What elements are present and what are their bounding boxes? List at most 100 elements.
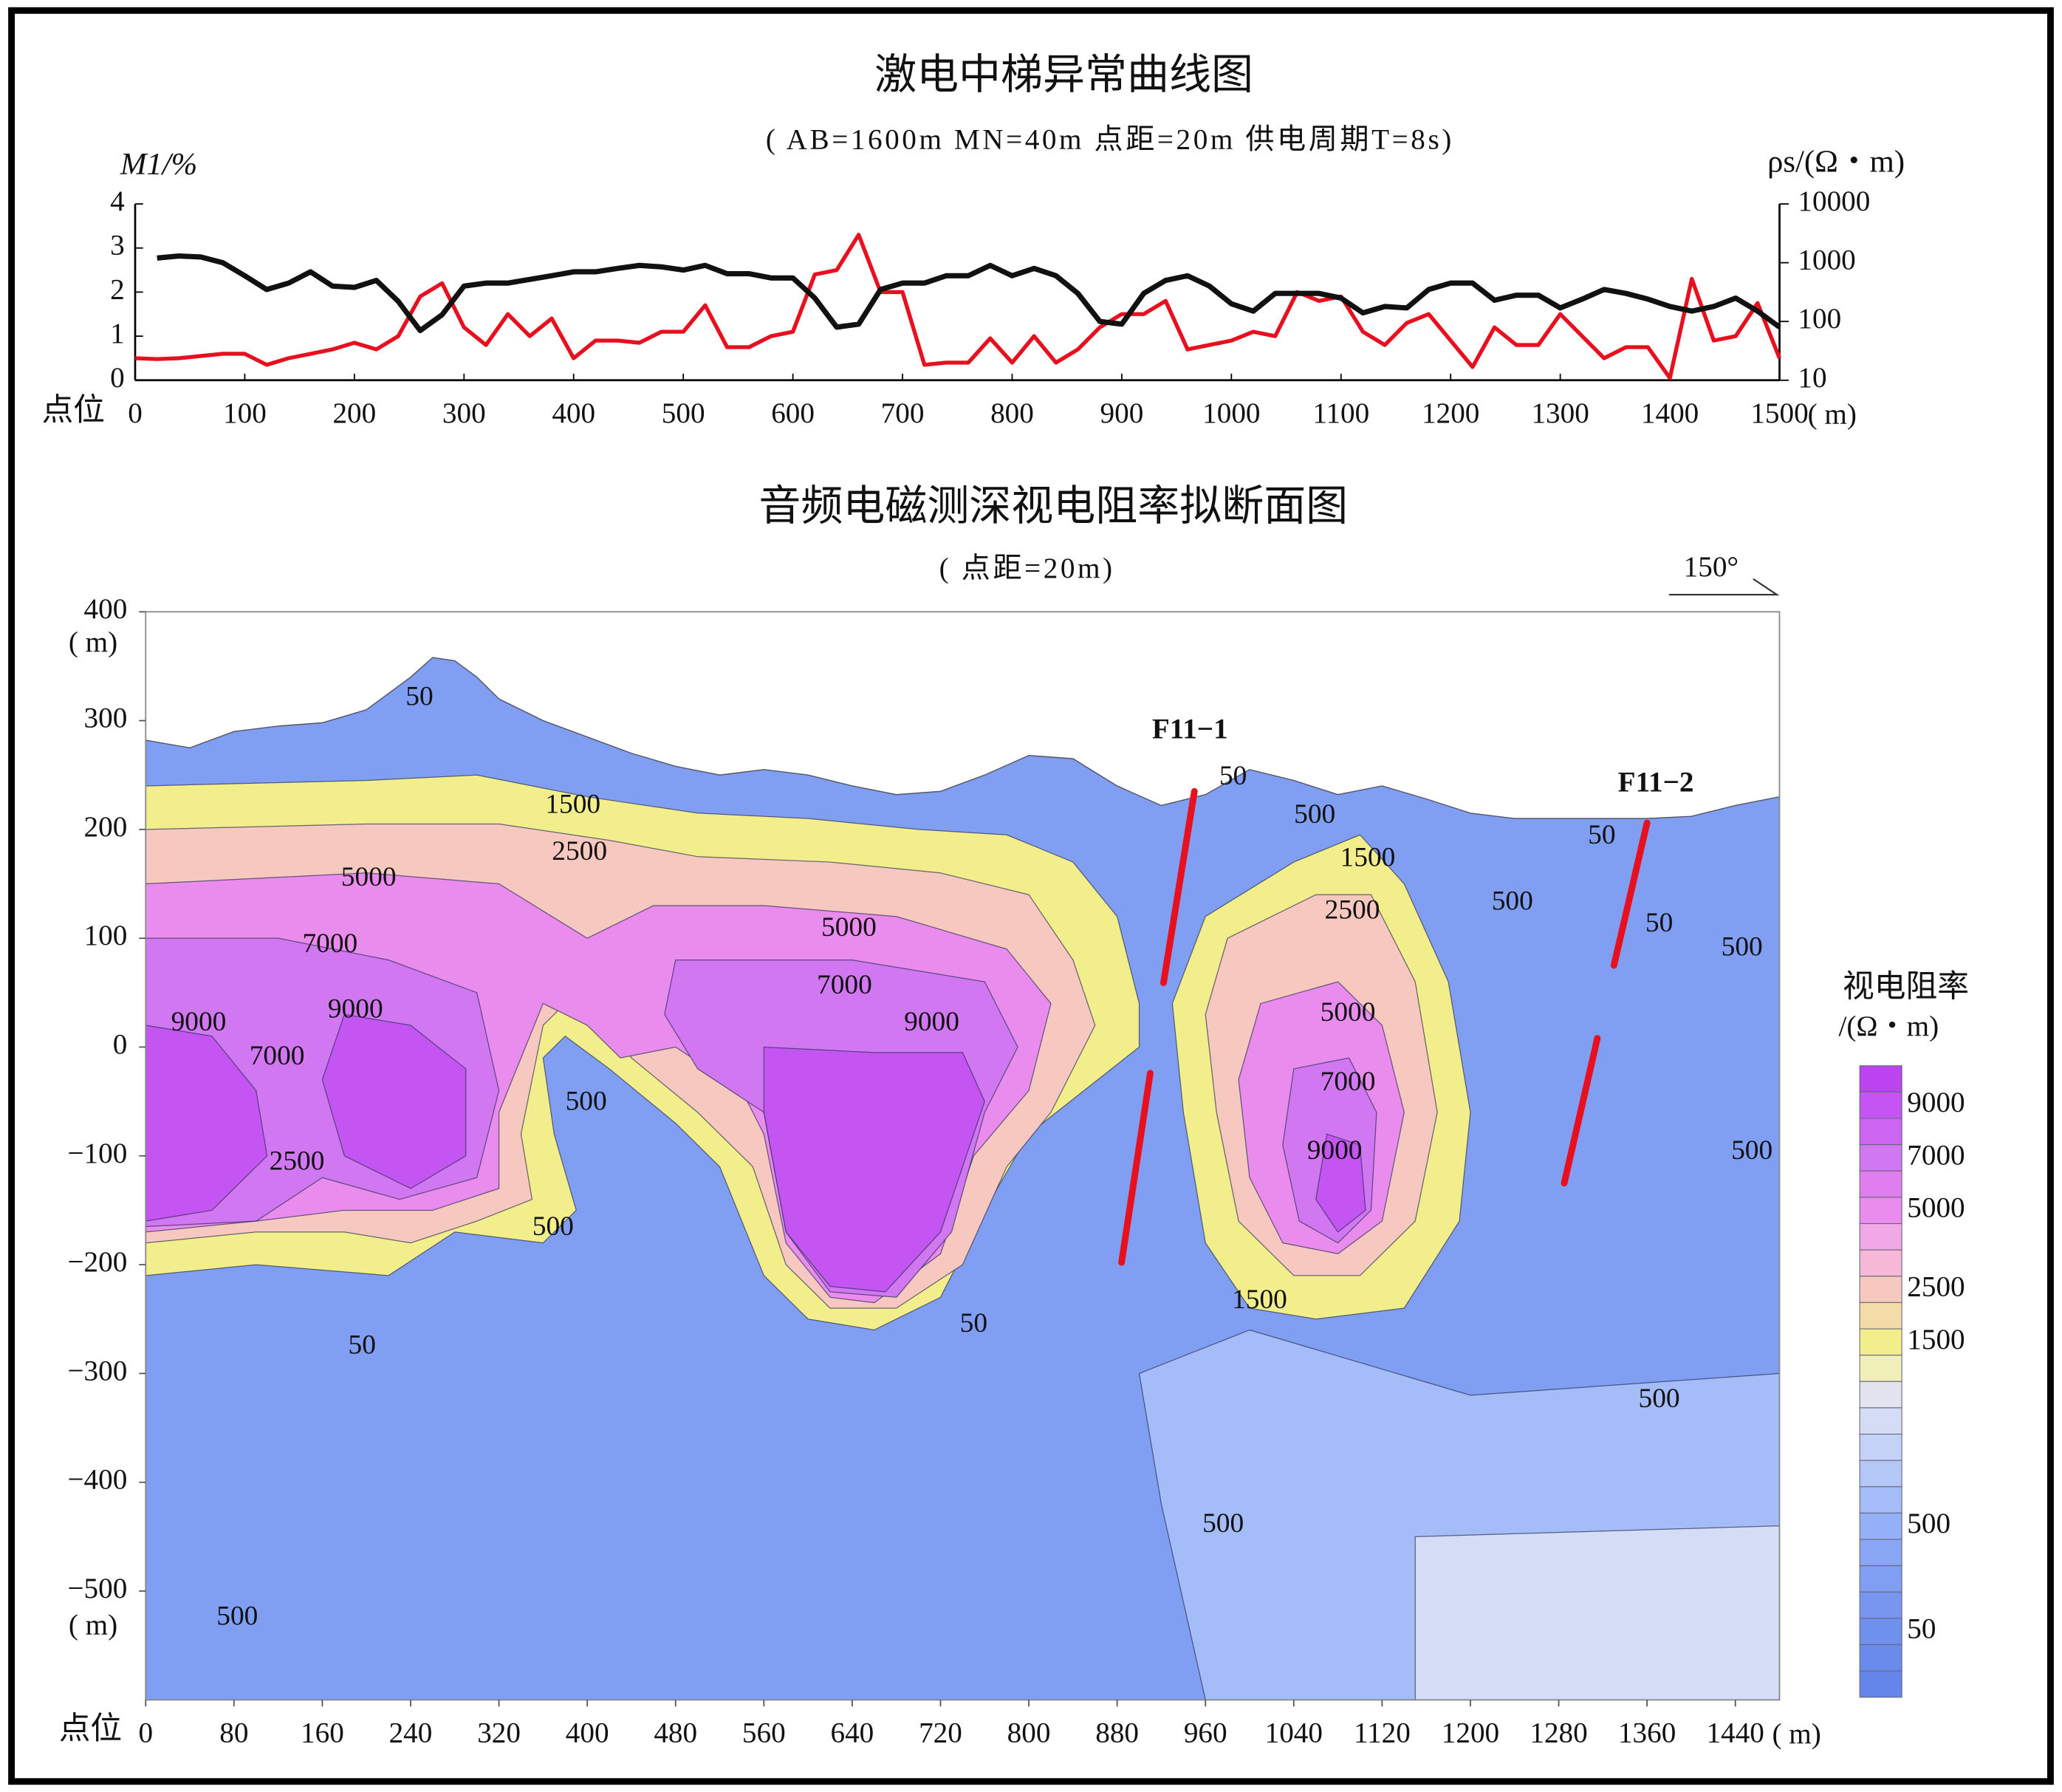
- x-tick-label: 960: [1184, 1717, 1227, 1748]
- y-tick-label: −100: [67, 1138, 127, 1169]
- x-tick-label: 800: [990, 397, 1034, 429]
- y-tick-label: 2: [110, 273, 125, 305]
- x-tick-label: 600: [771, 397, 815, 429]
- direction-label: 150°: [1684, 551, 1739, 583]
- contour-label: 9000: [1307, 1135, 1363, 1166]
- chart-title: 音频电磁测深视电阻率拟断面图: [758, 483, 1348, 530]
- fault-line: [1118, 1070, 1154, 1266]
- contour-label: 50: [405, 682, 433, 712]
- contour-label: 500: [1722, 931, 1763, 962]
- contour-label: 500: [1294, 799, 1335, 830]
- section: [145, 657, 1780, 1700]
- colorbar-band: [1859, 1591, 1902, 1619]
- x-axis-label: 点位: [42, 392, 105, 428]
- x-tick-label: 500: [662, 397, 705, 429]
- colorbar-band: [1859, 1381, 1902, 1409]
- direction-arrow: [1668, 578, 1780, 596]
- x-tick-label: 1300: [1531, 397, 1589, 429]
- y-tick-label: 0: [110, 362, 125, 394]
- y-tick-label: 400: [84, 593, 128, 625]
- data-line: [157, 253, 1781, 334]
- x-tick-label: 0: [128, 397, 143, 429]
- x-tick-label: 240: [389, 1717, 433, 1748]
- y2-tick-label: 1000: [1798, 244, 1855, 276]
- x-tick-label: 640: [831, 1717, 874, 1748]
- y-tick-label: −400: [67, 1464, 127, 1496]
- colorbar-tick-label: 7000: [1907, 1139, 1965, 1171]
- colorbar-band: [1859, 1460, 1902, 1488]
- colorbar-tick-label: 50: [1907, 1613, 1936, 1645]
- x-tick-label: 1400: [1641, 397, 1699, 429]
- y-axis-unit: ( m): [69, 626, 117, 658]
- resistivity-zone: [1315, 1133, 1366, 1233]
- fault-label: F11−2: [1618, 766, 1694, 798]
- contour-label: 500: [1202, 1508, 1244, 1539]
- contour-label: 500: [216, 1601, 258, 1631]
- colorbar-tick-label: 2500: [1907, 1271, 1965, 1303]
- contour-label: 1500: [1340, 843, 1396, 873]
- x-axis-unit: ( m): [1808, 399, 1857, 431]
- contour-label: 9000: [171, 1007, 227, 1037]
- fault-line: [1160, 787, 1198, 987]
- colorbar-band: [1859, 1065, 1902, 1092]
- resistivity-zone: [145, 1025, 268, 1222]
- x-tick-label: 1000: [1202, 397, 1260, 429]
- x-tick-label: 1100: [1312, 397, 1369, 429]
- contour-label: 50: [349, 1330, 376, 1361]
- y-tick-label: −500: [67, 1573, 127, 1604]
- colorbar-band: [1859, 1276, 1902, 1303]
- y-tick-label: 200: [84, 811, 128, 843]
- contour-label: 50: [1645, 908, 1673, 938]
- contour-label: 50: [1219, 761, 1247, 791]
- x-tick-label: 100: [223, 397, 267, 429]
- colorbar-band: [1859, 1118, 1902, 1146]
- contour-label: 7000: [250, 1041, 305, 1071]
- fault-line: [1610, 819, 1651, 969]
- colorbar-band: [1859, 1170, 1902, 1198]
- x-tick-label: 1200: [1422, 397, 1479, 429]
- x-tick-label: 1280: [1530, 1717, 1587, 1748]
- y2-tick-label: 100: [1798, 303, 1841, 335]
- y-tick-label: 1: [110, 318, 125, 349]
- contour-label: 2500: [552, 836, 607, 866]
- y2-axis-label: ρs/(Ω・m): [1767, 144, 1905, 179]
- y-axis-label: M1/%: [120, 147, 197, 182]
- colorbar-band: [1859, 1355, 1902, 1382]
- colorbar-band: [1859, 1670, 1902, 1698]
- contour-label: 9000: [328, 994, 383, 1024]
- chart-subtitle: ( AB=1600m MN=40m 点距=20m 供电周期T=8s): [766, 123, 1454, 155]
- contour-label: 9000: [904, 1007, 959, 1037]
- fault-label: F11−1: [1152, 713, 1228, 745]
- chart-title: 激电中梯异常曲线图: [874, 52, 1253, 98]
- contour-label: 500: [566, 1087, 607, 1117]
- x-tick-label: 900: [1100, 397, 1144, 429]
- colorbar-band: [1859, 1144, 1902, 1172]
- colorbar-band: [1859, 1539, 1902, 1567]
- y-tick-label: −300: [67, 1355, 127, 1386]
- x-tick-label: 1120: [1354, 1717, 1411, 1748]
- contour-label: 500: [1492, 886, 1533, 917]
- colorbar-band: [1859, 1644, 1902, 1672]
- x-tick-label: 300: [442, 397, 486, 429]
- chart-subtitle: ( 点距=20m): [939, 553, 1115, 584]
- x-tick-label: 200: [332, 397, 376, 429]
- colorbar-title: 视电阻率: [1843, 968, 1969, 1004]
- colorbar-band: [1859, 1328, 1902, 1356]
- colorbar-band: [1859, 1565, 1902, 1593]
- surface-line: [145, 657, 1780, 819]
- colorbar-tick-label: 1500: [1907, 1324, 1965, 1355]
- y-tick-label: −200: [67, 1246, 127, 1278]
- contour-label: 50: [960, 1308, 987, 1338]
- y-tick-label: 3: [110, 230, 125, 261]
- colorbar-band: [1859, 1302, 1902, 1330]
- colorbar-unit: /(Ω・m): [1838, 1010, 1939, 1042]
- contour-label: 50: [1588, 820, 1615, 850]
- colorbar-band: [1859, 1433, 1902, 1461]
- x-tick-label: 480: [654, 1717, 697, 1748]
- x-tick-label: 800: [1007, 1717, 1051, 1748]
- y2-tick-label: 10000: [1798, 185, 1870, 217]
- x-tick-label: 80: [219, 1717, 248, 1748]
- y-tick-label: 100: [84, 920, 128, 951]
- colorbar-tick-label: 5000: [1907, 1192, 1965, 1224]
